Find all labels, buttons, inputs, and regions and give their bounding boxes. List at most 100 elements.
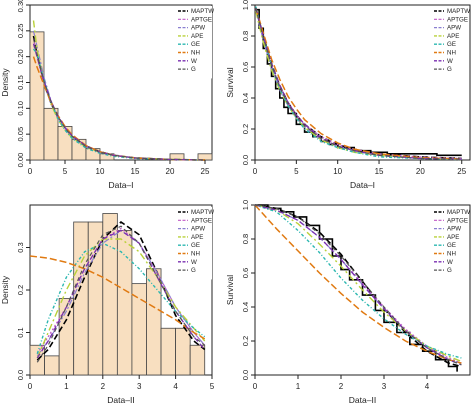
legend-label-w: W: [191, 259, 197, 266]
legend-label-nh: NH: [447, 251, 456, 258]
legend-box: [176, 6, 212, 79]
series-line-g: [254, 204, 462, 366]
y-tick-label: 0.0: [241, 370, 250, 380]
histogram-bar: [189, 344, 206, 376]
series-line-aptge: [255, 9, 462, 160]
x-tick-label: 1: [296, 382, 301, 391]
x-tick-label: 4: [173, 382, 178, 391]
x-tick-label: 15: [375, 167, 384, 176]
x-tick-label: 15: [131, 167, 140, 176]
series-line-g: [255, 7, 462, 160]
legend-label-aptge: APTGE: [191, 16, 212, 23]
x-tick-label: 1: [64, 382, 69, 391]
chart-panel-3: 0 1 2 3 4 5 0.0 0.1 0.2 0.3 Data–II Density MAPTWAPT…: [0, 204, 215, 405]
y-tick-label: 0.2: [241, 336, 250, 346]
y-tick-label: 1.0: [241, 200, 250, 210]
legend-label-ge: GE: [447, 41, 456, 48]
y-tick-label: 0.1: [16, 327, 25, 337]
legend-label-apw: APW: [447, 25, 461, 32]
y-tick-label: 0.8: [241, 234, 250, 244]
y-tick-label: 0.3: [16, 242, 25, 252]
x-tick-label: 5: [210, 382, 215, 391]
y-tick-label: 0.15: [16, 75, 25, 90]
chart-panel-4: 0 1 2 3 4 0.0 0.2 0.4 0.6 0.8 1.0 Data–II Survival MA…: [225, 200, 471, 405]
plot-frame: [254, 204, 471, 376]
legend-label-g: G: [191, 66, 196, 73]
x-tick-label: 5: [294, 167, 299, 176]
x-tick-label: 0: [253, 382, 258, 391]
legend-label-maptw: MAPTW: [191, 209, 214, 216]
y-axis-label: Survival: [225, 67, 235, 97]
x-axis-label: Data–II: [107, 395, 134, 405]
y-tick-label: 0.10: [16, 101, 25, 116]
x-tick-label: 2: [339, 382, 344, 391]
legend-label-w: W: [447, 259, 453, 266]
y-tick-label: 0.2: [241, 124, 250, 134]
y-tick-label: 0.6: [241, 62, 250, 72]
histogram-bar: [146, 268, 162, 376]
legend-label-w: W: [447, 58, 453, 65]
y-tick-label: 0.4: [241, 93, 250, 103]
legend-label-g: G: [447, 66, 452, 73]
x-tick-label: 0: [28, 382, 33, 391]
series-line-maptw: [255, 7, 462, 160]
series-line-ge: [255, 6, 462, 161]
legend-label-maptw: MAPTW: [447, 8, 470, 15]
x-tick-label: 25: [201, 167, 210, 176]
histogram-bar: [44, 355, 60, 376]
histogram-bar: [116, 230, 133, 376]
x-tick-label: 3: [137, 382, 142, 391]
legend-label-g: G: [447, 267, 452, 274]
legend-label-maptw: MAPTW: [191, 8, 214, 15]
series-line-nh: [254, 204, 462, 364]
series-line-g: [32, 38, 206, 161]
y-tick-label: 0.8: [241, 31, 250, 41]
series-line-nh: [255, 7, 462, 160]
x-tick-label: 20: [416, 167, 425, 176]
x-tick-label: 5: [63, 167, 68, 176]
series-line-ape: [255, 11, 462, 161]
x-axis-label: Data–I: [108, 180, 133, 190]
series-line-nh: [29, 255, 206, 340]
series-line-maptw: [36, 220, 206, 361]
y-tick-label: 0.25: [16, 24, 25, 39]
histogram-bar: [43, 107, 59, 161]
legend-label-nh: NH: [191, 50, 200, 57]
series-line-ape: [36, 238, 206, 359]
series-line-ge: [36, 242, 206, 354]
y-axis-label: Density: [0, 275, 10, 304]
legend-label-ge: GE: [447, 242, 456, 249]
legend-label-nh: NH: [447, 50, 456, 57]
series-line-aptge: [254, 204, 462, 364]
x-tick-label: 4: [425, 382, 430, 391]
legend-label-w: W: [191, 58, 197, 65]
chart-panel-2: 0 5 10 15 20 25 0.0 0.2 0.4 0.6 0.8 1.0 Data–I Surviv…: [225, 0, 471, 190]
y-tick-label: 0.2: [16, 285, 25, 295]
y-tick-label: 0.4: [241, 302, 250, 312]
plot-frame: [254, 4, 471, 161]
x-axis-label: Data–I: [350, 180, 375, 190]
x-tick-label: 10: [333, 167, 342, 176]
legend-label-aptge: APTGE: [447, 16, 468, 23]
legend-label-apw: APW: [191, 226, 205, 233]
series-line-w: [255, 7, 462, 160]
series-line-g: [36, 225, 206, 363]
x-tick-label: 20: [166, 167, 175, 176]
histogram-bar: [160, 327, 176, 376]
legend-label-ape: APE: [191, 33, 203, 40]
legend-label-apw: APW: [191, 25, 205, 32]
legend-label-ape: APE: [447, 234, 459, 241]
histogram-bar: [197, 153, 213, 161]
x-tick-label: 10: [96, 167, 105, 176]
x-tick-label: 0: [28, 167, 33, 176]
legend-box: [176, 207, 212, 280]
series-line-apw: [255, 9, 462, 160]
y-tick-label: 0.20: [16, 49, 25, 64]
legend-label-g: G: [191, 267, 196, 274]
series-line-ape: [254, 204, 462, 363]
series-line-apw: [254, 204, 462, 364]
